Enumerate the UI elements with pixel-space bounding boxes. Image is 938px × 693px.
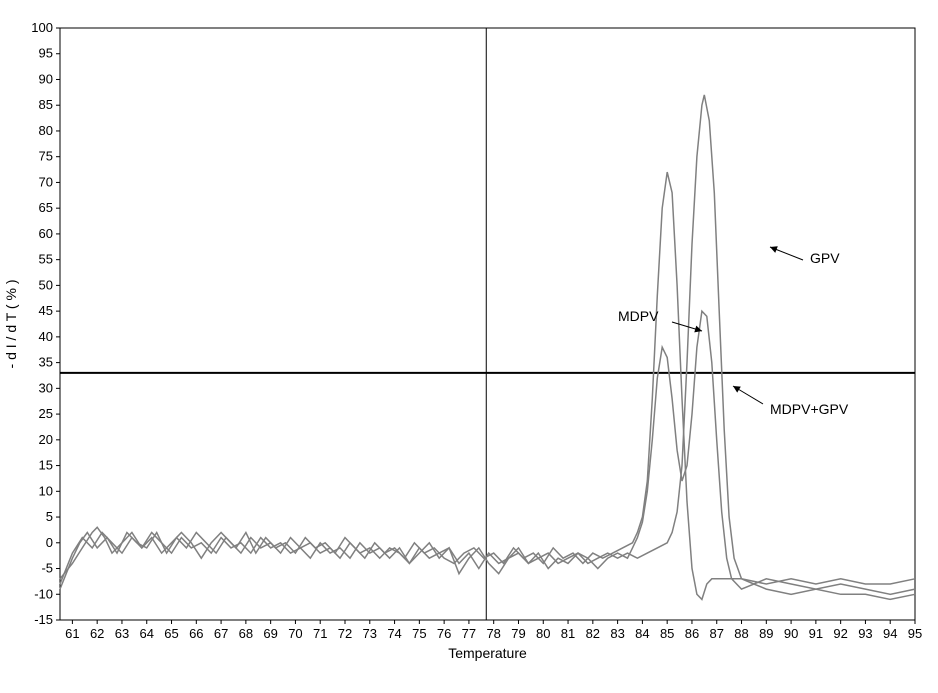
x-tick-label: 81 (561, 626, 575, 641)
x-tick-label: 68 (239, 626, 253, 641)
x-tick-label: 80 (536, 626, 550, 641)
x-tick-label: 77 (462, 626, 476, 641)
x-tick-label: 62 (90, 626, 104, 641)
y-tick-label: 0 (46, 535, 53, 550)
y-tick-label: 15 (39, 458, 53, 473)
y-tick-label: 35 (39, 355, 53, 370)
y-tick-label: 30 (39, 380, 53, 395)
plot-border (60, 28, 915, 620)
x-tick-label: 92 (833, 626, 847, 641)
x-tick-label: 74 (387, 626, 401, 641)
x-tick-label: 84 (635, 626, 649, 641)
y-tick-label: 10 (39, 483, 53, 498)
y-tick-label: 95 (39, 46, 53, 61)
x-tick-label: 69 (263, 626, 277, 641)
x-tick-label: 78 (486, 626, 500, 641)
x-tick-label: 73 (363, 626, 377, 641)
y-tick-label: 40 (39, 329, 53, 344)
x-tick-label: 64 (140, 626, 154, 641)
y-tick-label: 50 (39, 277, 53, 292)
x-tick-label: 95 (908, 626, 922, 641)
annotation-label-GPV: GPV (810, 250, 840, 266)
annotation-label-MDPV: MDPV (618, 308, 659, 324)
y-tick-label: 80 (39, 123, 53, 138)
series-GPV (60, 95, 915, 594)
x-tick-label: 67 (214, 626, 228, 641)
annotation-arrowhead (694, 326, 702, 333)
x-axis-label: Temperature (448, 645, 527, 661)
x-tick-label: 87 (710, 626, 724, 641)
x-tick-label: 88 (734, 626, 748, 641)
x-tick-label: 91 (809, 626, 823, 641)
x-tick-label: 75 (412, 626, 426, 641)
x-tick-label: 79 (511, 626, 525, 641)
y-tick-label: 75 (39, 149, 53, 164)
x-tick-label: 63 (115, 626, 129, 641)
y-tick-label: 25 (39, 406, 53, 421)
y-tick-label: 90 (39, 71, 53, 86)
x-tick-label: 61 (65, 626, 79, 641)
x-tick-label: 70 (288, 626, 302, 641)
x-tick-label: 90 (784, 626, 798, 641)
y-tick-label: 85 (39, 97, 53, 112)
y-tick-label: 70 (39, 174, 53, 189)
y-tick-label: 5 (46, 509, 53, 524)
x-tick-label: 94 (883, 626, 897, 641)
y-tick-label: 55 (39, 252, 53, 267)
x-tick-label: 65 (164, 626, 178, 641)
x-tick-label: 89 (759, 626, 773, 641)
series-MDPV (60, 172, 915, 599)
y-tick-label: -5 (41, 561, 53, 576)
y-tick-label: 100 (31, 20, 53, 35)
y-tick-label: -15 (34, 612, 53, 627)
annotation-label-MDPV_GPV: MDPV+GPV (770, 401, 849, 417)
x-tick-label: 72 (338, 626, 352, 641)
x-tick-label: 66 (189, 626, 203, 641)
annotation-arrowhead (733, 386, 741, 393)
y-tick-label: -10 (34, 586, 53, 601)
x-tick-label: 76 (437, 626, 451, 641)
x-tick-label: 93 (858, 626, 872, 641)
x-tick-label: 86 (685, 626, 699, 641)
y-tick-label: 20 (39, 432, 53, 447)
x-tick-label: 85 (660, 626, 674, 641)
x-tick-label: 82 (586, 626, 600, 641)
y-tick-label: 45 (39, 303, 53, 318)
x-tick-label: 71 (313, 626, 327, 641)
y-tick-label: 65 (39, 200, 53, 215)
y-axis-label: - d I / d T ( % ) (3, 280, 19, 369)
melt-curve-chart: -15 -10 -5 0 5 10 15 20 25 30 35 40 45 50 55 60 65 70 75 80… (0, 0, 938, 693)
y-tick-label: 60 (39, 226, 53, 241)
x-tick-label: 83 (610, 626, 624, 641)
